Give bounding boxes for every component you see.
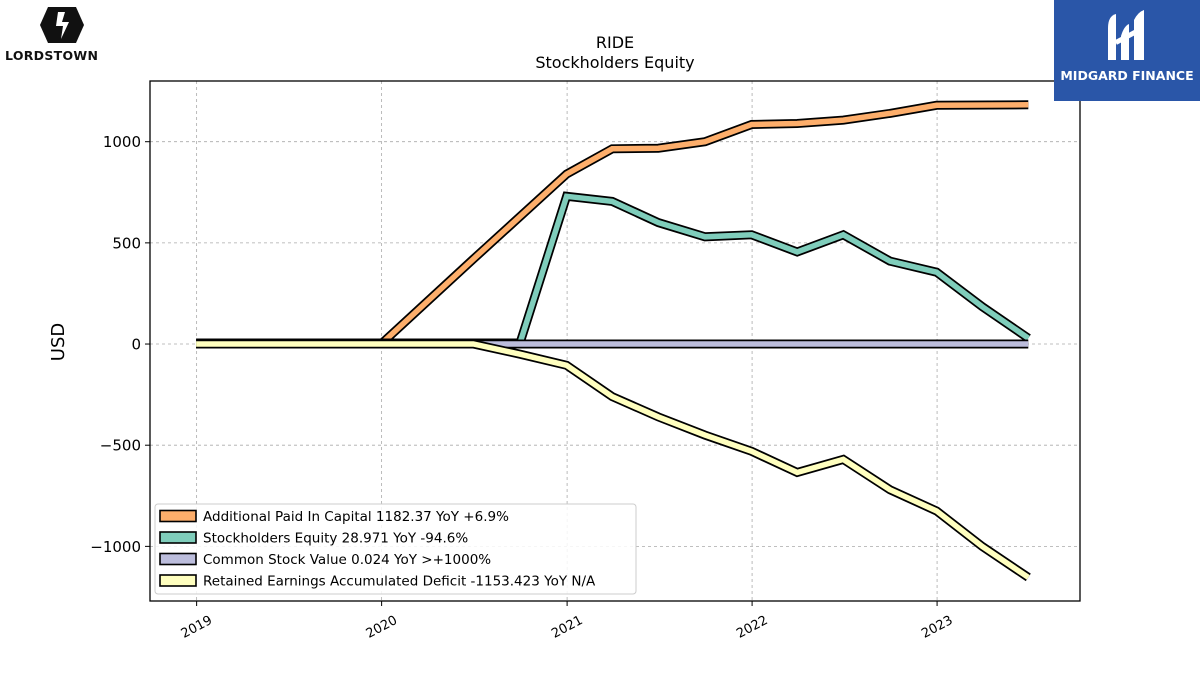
series-line bbox=[196, 100, 1029, 349]
series-line-fill bbox=[196, 193, 1030, 346]
legend-swatch bbox=[159, 509, 197, 523]
y-tick-label: 500 bbox=[112, 234, 141, 252]
lordstown-lightning-logo-icon bbox=[40, 7, 84, 43]
chart-subtitle: Stockholders Equity bbox=[535, 53, 694, 72]
lordstown-logo: LORDSTOWN bbox=[0, 0, 125, 70]
legend-item: Additional Paid In Capital 1182.37 YoY +… bbox=[159, 509, 509, 525]
legend-item: Retained Earnings Accumulated Deficit -1… bbox=[159, 574, 596, 590]
legend-swatch bbox=[159, 574, 197, 587]
series-line bbox=[196, 191, 1031, 348]
legend-item: Common Stock Value 0.024 YoY >+1000% bbox=[159, 552, 491, 568]
y-axis-label: USD bbox=[48, 323, 69, 361]
legend-swatch bbox=[159, 531, 197, 544]
legend-box bbox=[154, 503, 637, 595]
series-lines bbox=[196, 100, 1031, 582]
y-tick-label: 0 bbox=[131, 336, 141, 354]
chart-title: RIDE bbox=[596, 33, 634, 52]
midgard-finance-watermark: MIDGARD FINANCE bbox=[1054, 0, 1200, 101]
midgard-m-logo-icon bbox=[1108, 10, 1144, 60]
legend-item: Stockholders Equity 28.971 YoY -94.6% bbox=[159, 531, 468, 547]
x-tick-label: 2022 bbox=[734, 613, 770, 642]
legend-label: Stockholders Equity 28.971 YoY -94.6% bbox=[203, 531, 468, 547]
y-tick-label: −500 bbox=[100, 437, 141, 455]
plot-frame bbox=[149, 80, 1081, 602]
lordstown-wordmark: LORDSTOWN bbox=[5, 48, 99, 63]
legend-label: Common Stock Value 0.024 YoY >+1000% bbox=[203, 552, 491, 568]
legend-swatch bbox=[159, 552, 197, 566]
x-tick-label: 2019 bbox=[179, 613, 215, 642]
midgard-wordmark: MIDGARD FINANCE bbox=[1060, 68, 1194, 83]
x-tick-label: 2021 bbox=[549, 613, 585, 642]
y-tick-label: −1000 bbox=[90, 538, 141, 556]
series-line-outline bbox=[196, 100, 1029, 349]
x-tick-label: 2023 bbox=[919, 613, 955, 642]
series-line-outline bbox=[196, 191, 1031, 348]
legend-label: Additional Paid In Capital 1182.37 YoY +… bbox=[203, 509, 509, 525]
legend: Additional Paid In Capital 1182.37 YoY +… bbox=[154, 503, 637, 595]
x-tick-label: 2020 bbox=[364, 613, 400, 642]
legend-label: Retained Earnings Accumulated Deficit -1… bbox=[203, 574, 596, 590]
series-line-fill bbox=[196, 341, 1030, 580]
series-line-fill bbox=[196, 102, 1029, 347]
series-line bbox=[196, 339, 1031, 582]
y-tick-label: 1000 bbox=[103, 133, 141, 151]
